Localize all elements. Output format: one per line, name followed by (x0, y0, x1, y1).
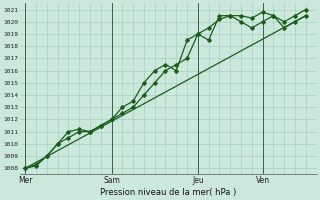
X-axis label: Pression niveau de la mer( hPa ): Pression niveau de la mer( hPa ) (100, 188, 236, 197)
